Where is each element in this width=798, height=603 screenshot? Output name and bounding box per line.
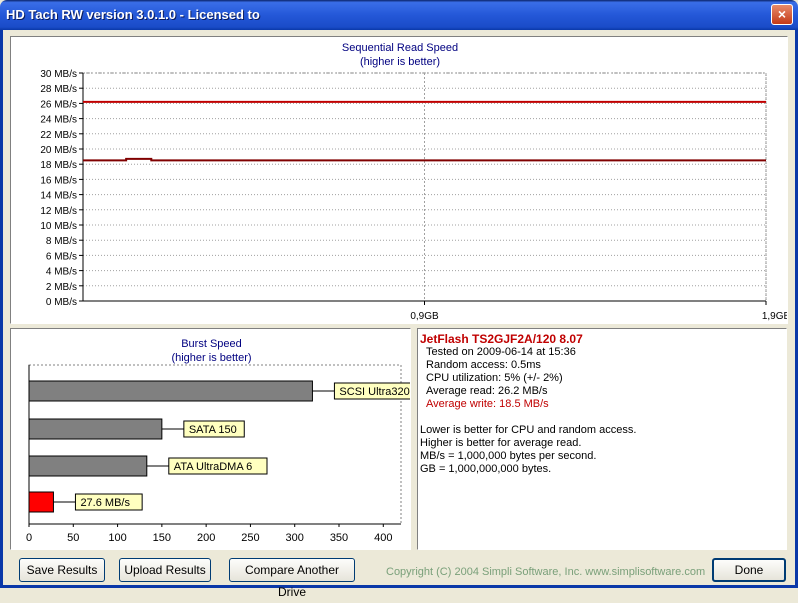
y-tick-label: 14 MB/s [40,191,77,202]
tested-date: Tested on 2009-06-14 at 15:36 [426,346,576,358]
burst-speed-panel: Burst Speed (higher is better) 0 50 100 150… [10,328,411,550]
y-tick-label: 0 MB/s [46,297,77,308]
burst-label: 27.6 MB/s [80,497,130,509]
note-cpu-random: Lower is better for CPU and random acces… [420,424,637,436]
done-button[interactable]: Done [712,558,786,582]
x-tick-label: 1,9GB [762,311,787,322]
window-title: HD Tach RW version 3.0.1.0 - Licensed to [6,7,260,22]
upload-results-button[interactable]: Upload Results [119,558,211,582]
burst-x-tick-label: 100 [108,532,126,544]
cpu-utilization: CPU utilization: 5% (+/- 2%) [426,372,563,384]
y-tick-label: 20 MB/s [40,145,77,156]
burst-bar [28,455,148,477]
burst-label: ATA UltraDMA 6 [174,461,252,473]
y-tick-label: 4 MB/s [46,267,77,278]
y-tick-label: 18 MB/s [40,160,77,171]
y-tick-label: 6 MB/s [46,251,77,262]
y-tick-label: 26 MB/s [40,99,77,110]
y-tick-label: 16 MB/s [40,175,77,186]
y-tick-label: 10 MB/s [40,221,77,232]
burst-x-tick-label: 300 [286,532,304,544]
results-info-panel: JetFlash TS2GJF2A/120 8.07 Tested on 200… [417,328,787,550]
close-button[interactable]: × [771,4,793,25]
burst-x-tick-label: 50 [67,532,79,544]
burst-x-tick-label: 200 [197,532,215,544]
write-speed-line [83,157,766,162]
note-mbs-definition: MB/s = 1,000,000 bytes per second. [420,450,597,462]
burst-label: SATA 150 [189,424,237,436]
sequential-title-text: Sequential Read Speed [341,42,459,54]
burst-x-tick-label: 350 [330,532,348,544]
sequential-read-panel: Sequential Read Speed (higher is better)… [10,36,788,324]
average-read: Average read: 26.2 MB/s [426,385,548,397]
save-results-button[interactable]: Save Results [19,558,105,582]
y-tick-label: 2 MB/s [46,282,77,293]
burst-x-tick-label: 250 [241,532,259,544]
burst-label: SCSI Ultra320 [339,386,409,398]
y-tick-label: 24 MB/s [40,115,77,126]
burst-label-box [168,457,268,475]
x-tick-label: 0,9GB [410,311,439,322]
burst-x-tick-label: 0 [26,532,32,544]
average-write: Average write: 18.5 MB/s [426,398,549,410]
burst-x-tick-label: 400 [374,532,392,544]
y-tick-label: 12 MB/s [40,206,77,217]
burst-x-tick-label: 150 [153,532,171,544]
title-bar[interactable]: HD Tach RW version 3.0.1.0 - Licensed to… [0,0,798,30]
note-average-read: Higher is better for average read. [420,437,582,449]
burst-subtitle-text: (higher is better) [171,352,252,364]
y-tick-label: 8 MB/s [46,236,77,247]
drive-name: JetFlash TS2GJF2A/120 8.07 [420,332,583,346]
y-tick-label: 22 MB/s [40,130,77,141]
burst-label-box [183,420,245,438]
y-tick-label: 30 MB/s [40,69,77,80]
copyright-text: Copyright (C) 2004 Simpli Software, Inc.… [386,566,706,578]
burst-label-box [74,493,143,511]
burst-label-box [333,382,410,400]
burst-speed-chart: 0 50 100 150 200 250 300 350 400 SCSI Ultra320 SAT… [26,364,410,544]
compare-drive-button[interactable]: Compare Another Drive [229,558,355,599]
note-gb-definition: GB = 1,000,000,000 bytes. [420,463,552,475]
sequential-title: Sequential Read Speed (higher is better) [11,41,789,69]
y-tick-label: 28 MB/s [40,84,77,95]
burst-title: Burst Speed (higher is better) [11,337,412,365]
burst-bar [28,418,163,440]
random-access: Random access: 0.5ms [426,359,541,371]
sequential-subtitle-text: (higher is better) [359,56,441,68]
sequential-read-chart: 0 MB/s 2 MB/s 4 MB/s 6 MB/s 8 MB/s 10 MB/s 12 … [40,69,787,322]
burst-bar [28,380,313,402]
burst-bar-drive [28,491,54,513]
burst-title-text: Burst Speed [181,338,242,350]
